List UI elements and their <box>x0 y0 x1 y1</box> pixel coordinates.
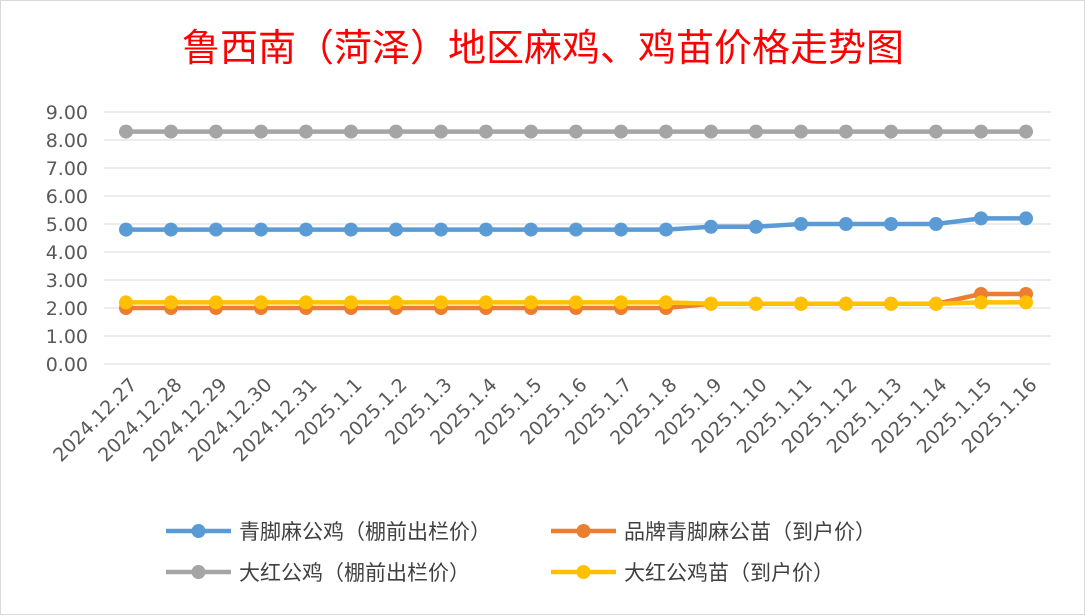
y-tick-label: 4.00 <box>46 242 88 264</box>
data-point <box>659 295 673 310</box>
y-tick-label: 1.00 <box>46 326 88 348</box>
data-point <box>569 222 583 237</box>
legend-label: 大红公鸡（棚前出栏价） <box>239 561 470 585</box>
data-point <box>1019 295 1033 310</box>
data-point <box>974 124 988 139</box>
data-point <box>209 222 223 237</box>
data-point <box>479 124 493 139</box>
data-point <box>839 217 853 231</box>
data-point <box>974 211 988 226</box>
data-point <box>659 222 673 237</box>
data-point <box>794 217 808 231</box>
data-point <box>479 295 493 310</box>
y-tick-label: 3.00 <box>46 270 88 292</box>
data-point <box>884 296 898 311</box>
data-point <box>479 222 493 237</box>
data-point <box>524 222 538 237</box>
data-point <box>929 217 943 231</box>
data-point <box>794 296 808 311</box>
y-tick-label: 8.00 <box>46 130 88 152</box>
data-point <box>749 124 763 139</box>
data-point <box>569 295 583 310</box>
data-point <box>299 124 313 139</box>
y-tick-label: 7.00 <box>46 158 88 180</box>
data-point <box>164 124 178 139</box>
data-point <box>164 222 178 237</box>
legend-item: 青脚麻公鸡（棚前出栏价） <box>166 520 491 544</box>
legend-label: 品牌青脚麻公苗（到户价） <box>624 520 876 544</box>
data-point <box>839 124 853 139</box>
data-point <box>929 124 943 139</box>
legend-item: 大红公鸡（棚前出栏价） <box>166 561 470 585</box>
data-point <box>209 124 223 139</box>
data-point <box>389 124 403 139</box>
data-point <box>614 124 628 139</box>
series-3 <box>119 295 1033 311</box>
data-point <box>389 222 403 237</box>
data-point <box>344 124 358 139</box>
data-point <box>704 219 718 234</box>
data-point <box>254 124 268 139</box>
data-point <box>254 222 268 237</box>
legend-marker <box>191 524 206 538</box>
data-point <box>659 124 673 139</box>
y-tick-label: 6.00 <box>46 186 88 208</box>
data-point <box>299 222 313 237</box>
data-point <box>119 222 133 237</box>
data-point <box>434 124 448 139</box>
data-point <box>389 295 403 310</box>
legend-label: 大红公鸡苗（到户价） <box>624 561 834 585</box>
data-point <box>434 222 448 237</box>
series-2 <box>119 124 1033 139</box>
data-point <box>1019 211 1033 226</box>
data-point <box>434 295 448 310</box>
data-point <box>839 296 853 311</box>
data-point <box>569 124 583 139</box>
y-tick-label: 9.00 <box>46 102 88 124</box>
data-point <box>614 222 628 237</box>
legend-label: 青脚麻公鸡（棚前出栏价） <box>239 520 491 544</box>
data-point <box>1019 124 1033 139</box>
data-point <box>704 296 718 311</box>
y-tick-label: 0.00 <box>46 354 88 376</box>
data-point <box>749 219 763 234</box>
legend-marker <box>576 565 591 579</box>
data-point <box>119 124 133 139</box>
data-point <box>344 222 358 237</box>
data-point <box>749 296 763 311</box>
legend-marker <box>191 565 206 579</box>
chart-title: 鲁西南（菏泽）地区麻鸡、鸡苗价格走势图 <box>182 26 904 70</box>
data-point <box>929 296 943 311</box>
data-point <box>794 124 808 139</box>
legend-item: 大红公鸡苗（到户价） <box>551 561 834 585</box>
data-point <box>974 295 988 310</box>
data-point <box>524 295 538 310</box>
legend-marker <box>576 524 591 538</box>
y-tick-label: 2.00 <box>46 298 88 320</box>
data-point <box>209 295 223 310</box>
data-point <box>614 295 628 310</box>
data-point <box>299 295 313 310</box>
data-point <box>524 124 538 139</box>
data-point <box>344 295 358 310</box>
data-point <box>704 124 718 139</box>
data-point <box>884 124 898 139</box>
legend-item: 品牌青脚麻公苗（到户价） <box>551 520 876 544</box>
data-point <box>119 295 133 310</box>
data-point <box>254 295 268 310</box>
data-point <box>164 295 178 310</box>
data-point <box>884 217 898 231</box>
y-tick-label: 5.00 <box>46 214 88 236</box>
series-0 <box>119 211 1033 237</box>
